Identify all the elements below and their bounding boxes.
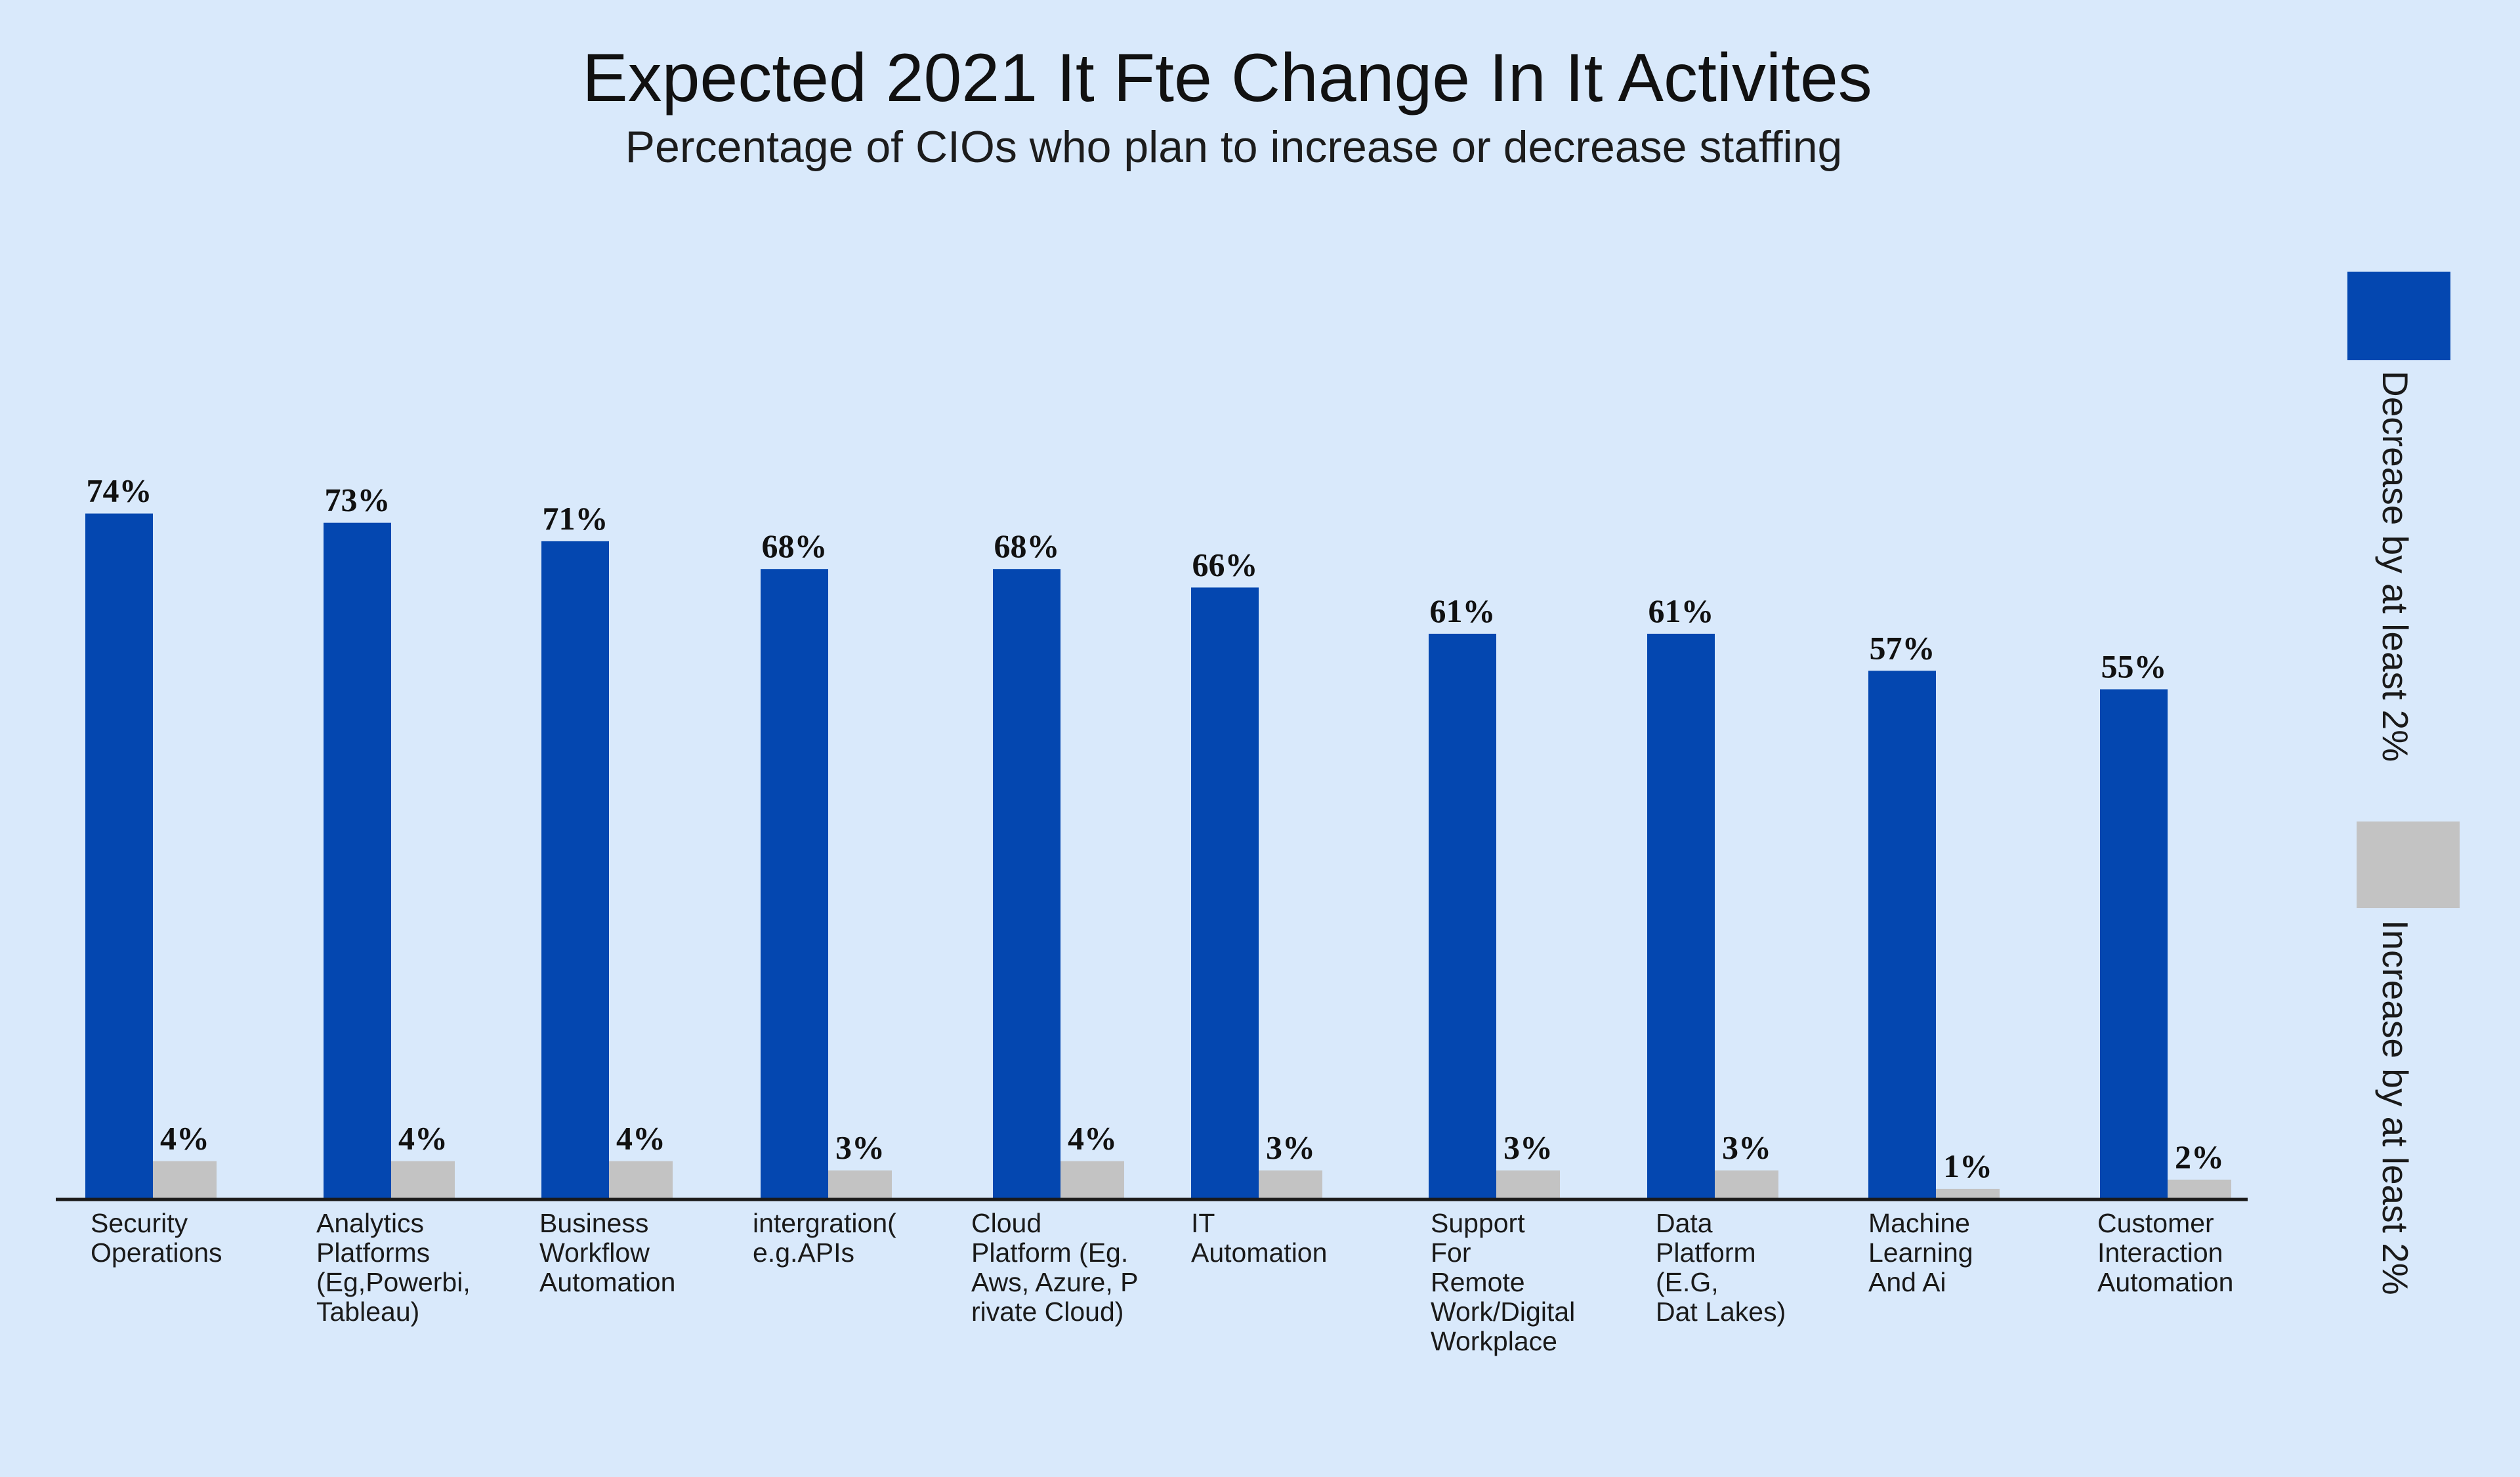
category-label-line: (E.G, [1656, 1267, 1719, 1297]
category-label-1: Analytics Platforms (Eg,Powerbi, Tableau) [316, 1208, 471, 1327]
category-label-line: Support [1431, 1208, 1525, 1238]
category-label-line: Interaction [2097, 1238, 2223, 1268]
category-label-line: Workflow [539, 1238, 650, 1268]
category-label-line: Remote [1431, 1267, 1525, 1297]
category-label-line: (Eg,Powerbi, [316, 1267, 471, 1297]
category-label-line: Aws, Azure, P [971, 1267, 1138, 1297]
category-label-6: Support For Remote Work/Digital Workplace [1431, 1208, 1575, 1356]
data-label-decrease-0: 74% [87, 472, 152, 509]
data-label-decrease-6: 61% [1430, 593, 1496, 629]
data-label-decrease-8: 57% [1870, 629, 1935, 666]
category-label-line: Customer [2097, 1208, 2214, 1238]
category-label-line: Machine [1868, 1208, 1970, 1238]
bar-increase-8 [1936, 1188, 2000, 1198]
category-label-3: intergration(e.g.APIs [753, 1208, 896, 1268]
category-label-line: rivate Cloud) [971, 1297, 1124, 1327]
category-label-line: And Ai [1868, 1267, 1946, 1297]
bar-increase-6 [1496, 1170, 1560, 1198]
data-label-increase-8: 1% [1943, 1148, 1992, 1184]
data-label-increase-1: 4% [398, 1120, 448, 1157]
category-label-line: Analytics [316, 1208, 424, 1238]
category-label-line: Tableau) [316, 1297, 419, 1327]
bar-increase-5 [1259, 1170, 1322, 1198]
category-label-line: Cloud [971, 1208, 1041, 1238]
bar-decrease-3 [761, 569, 828, 1198]
bar-decrease-6 [1429, 633, 1496, 1198]
category-label-line: Platforms [316, 1238, 430, 1268]
bar-increase-3 [828, 1170, 892, 1198]
bar-decrease-1 [324, 522, 391, 1199]
category-label-2: Business Workflow Automation [539, 1208, 675, 1297]
bar-decrease-4 [993, 569, 1060, 1198]
category-label-0: Security Operations [91, 1208, 222, 1268]
bar-increase-0 [153, 1161, 217, 1198]
category-label-line: IT [1191, 1208, 1215, 1238]
category-label-line: Learning [1868, 1238, 1973, 1268]
category-label-line: Dat Lakes) [1656, 1297, 1786, 1327]
data-label-increase-7: 3% [1722, 1129, 1771, 1166]
legend-label-decrease: Decrease by at least 2% [2375, 371, 2416, 762]
data-label-increase-3: 3% [835, 1129, 885, 1166]
category-label-line: Automation [1191, 1238, 1327, 1268]
data-label-increase-4: 4% [1068, 1120, 1117, 1157]
data-label-decrease-7: 61% [1648, 593, 1714, 629]
category-label-line: Work/Digital [1431, 1297, 1575, 1327]
bar-decrease-8 [1868, 671, 1936, 1198]
bar-increase-4 [1060, 1161, 1124, 1198]
data-label-decrease-1: 73% [325, 482, 390, 518]
category-label-line: Automation [2097, 1267, 2233, 1297]
data-label-increase-5: 3% [1266, 1129, 1315, 1166]
legend-swatch-increase [2357, 822, 2460, 908]
category-label-8: Machine Learning And Ai [1868, 1208, 1973, 1297]
bar-decrease-0 [85, 513, 153, 1198]
bar-increase-1 [391, 1161, 455, 1198]
category-label-line: Operations [91, 1238, 222, 1268]
bar-decrease-9 [2100, 689, 2168, 1198]
data-label-decrease-4: 68% [994, 528, 1060, 564]
chart-subtitle: Percentage of CIOs who plan to increase … [625, 122, 1843, 172]
bar-increase-7 [1715, 1170, 1778, 1198]
chart-title: Expected 2021 It Fte Change In It Activi… [582, 40, 1872, 116]
data-label-decrease-9: 55% [2101, 648, 2167, 685]
bar-decrease-7 [1647, 633, 1715, 1198]
bar-increase-2 [609, 1161, 673, 1198]
bar-decrease-5 [1191, 587, 1259, 1198]
data-label-decrease-3: 68% [762, 528, 828, 564]
category-label-line: e.g.APIs [753, 1238, 854, 1268]
category-label-line: Workplace [1431, 1326, 1557, 1356]
category-label-line: Data [1656, 1208, 1713, 1238]
category-label-line: Business [539, 1208, 648, 1238]
data-label-increase-9: 2% [2175, 1138, 2224, 1175]
category-label-line: Automation [539, 1267, 675, 1297]
data-label-decrease-2: 71% [543, 500, 608, 537]
bar-group [85, 513, 2231, 1199]
data-label-decrease-5: 66% [1192, 546, 1258, 583]
data-label-increase-6: 3% [1503, 1129, 1553, 1166]
data-label-increase-0: 4% [160, 1120, 209, 1157]
bar-decrease-2 [541, 541, 609, 1198]
legend-label-increase: Increase by at least 2% [2375, 920, 2416, 1295]
category-label-line: intergration( [753, 1208, 896, 1238]
bar-increase-9 [2168, 1179, 2231, 1198]
category-label-line: For [1431, 1238, 1471, 1268]
category-label-line: Security [91, 1208, 188, 1238]
legend-swatch-decrease [2347, 272, 2450, 360]
data-label-increase-2: 4% [616, 1120, 665, 1157]
category-label-line: Platform [1656, 1238, 1756, 1268]
category-label-5: IT Automation [1191, 1208, 1327, 1268]
category-label-7: Data Platform (E.G, Dat Lakes) [1656, 1208, 1786, 1327]
category-label-9: Customer Interaction Automation [2097, 1208, 2233, 1297]
category-label-line: Platform (Eg. [971, 1238, 1128, 1268]
